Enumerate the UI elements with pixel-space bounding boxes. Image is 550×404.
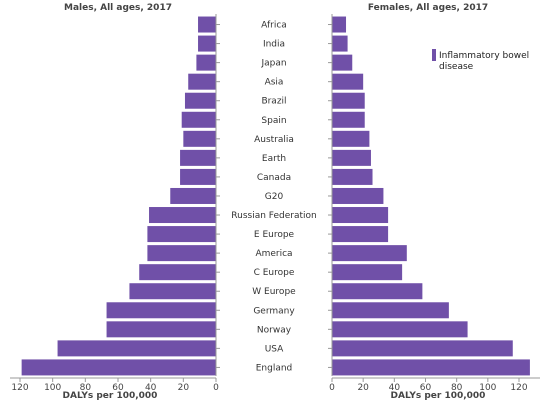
- legend-label: Inflammatory bowel disease: [439, 51, 532, 72]
- left-x-tick-label: 80: [80, 383, 92, 393]
- category-label: Canada: [257, 173, 291, 183]
- right-x-tick-label: 120: [510, 383, 527, 393]
- left-bars: [21, 16, 217, 376]
- left-bar-africa: [198, 16, 216, 33]
- left-bar-canada: [180, 168, 216, 185]
- right-bar-asia: [332, 73, 364, 90]
- left-x-tick-label: 20: [178, 383, 190, 393]
- right-bar-e-europe: [332, 226, 389, 243]
- left-x-tick-label: 40: [145, 383, 157, 393]
- right-panel-title: Females, All ages, 2017: [368, 3, 488, 13]
- left-x-axis-title: DALYs per 100,000: [63, 391, 158, 401]
- category-label: Norway: [257, 325, 292, 335]
- category-label: America: [255, 249, 292, 259]
- category-label: Spain: [261, 116, 286, 126]
- left-x-tick-label: 100: [44, 383, 61, 393]
- legend: Inflammatory bowel disease: [432, 49, 532, 72]
- right-x-tick-label: 60: [420, 383, 432, 393]
- category-label: E Europe: [254, 230, 295, 240]
- left-x-tick-label: 0: [213, 383, 219, 393]
- right-bar-russian-federation: [332, 207, 389, 224]
- category-label: Russian Federation: [231, 211, 316, 221]
- right-bar-germany: [332, 302, 449, 319]
- right-bar-brazil: [332, 92, 365, 109]
- category-label: G20: [265, 192, 284, 202]
- right-x-axis: 0 20 40 60 80 100 120: [329, 377, 540, 393]
- left-x-tick-label: 120: [11, 383, 28, 393]
- left-bar-e-europe: [147, 226, 216, 243]
- left-bar-america: [147, 245, 216, 262]
- right-bar-spain: [332, 111, 365, 128]
- right-x-axis-title: DALYs per 100,000: [391, 391, 486, 401]
- right-x-tick-label: 0: [329, 383, 335, 393]
- right-bar-india: [332, 35, 348, 52]
- right-x-tick-label: 40: [389, 383, 401, 393]
- left-bar-india: [198, 35, 216, 52]
- category-label: USA: [265, 344, 284, 354]
- category-label: Earth: [262, 154, 286, 164]
- left-bar-g20: [170, 187, 216, 204]
- category-label: England: [256, 363, 293, 373]
- right-x-tick-label: 20: [357, 383, 369, 393]
- legend-swatch: [432, 49, 436, 61]
- left-bar-england: [21, 359, 217, 376]
- right-bar-g20: [332, 187, 384, 204]
- left-bar-earth: [180, 149, 216, 166]
- category-label: India: [263, 40, 285, 50]
- right-bar-america: [332, 245, 407, 262]
- right-bar-w-europe: [332, 283, 423, 300]
- right-bar-japan: [332, 54, 353, 71]
- left-bar-asia: [188, 73, 216, 90]
- left-bar-russian-federation: [149, 207, 216, 224]
- right-bar-australia: [332, 130, 370, 147]
- left-x-tick-label: 60: [112, 383, 124, 393]
- left-bar-norway: [106, 321, 216, 338]
- right-x-tick-label: 100: [479, 383, 496, 393]
- right-bar-usa: [332, 340, 513, 357]
- category-label: C Europe: [254, 268, 295, 278]
- category-label: Japan: [260, 59, 286, 69]
- category-label: Africa: [261, 21, 287, 31]
- right-bar-earth: [332, 149, 371, 166]
- category-labels: Africa India Japan Asia Brazil Spain Australia…: [216, 21, 332, 373]
- left-x-axis: 0 20 40 60 80 100 120: [10, 377, 219, 393]
- right-x-tick-label: 80: [451, 383, 463, 393]
- left-bar-spain: [181, 111, 216, 128]
- right-bar-canada: [332, 168, 373, 185]
- category-label: Germany: [253, 306, 295, 316]
- left-bar-usa: [57, 340, 216, 357]
- right-bar-africa: [332, 16, 347, 33]
- right-bar-england: [332, 359, 530, 376]
- category-label: Brazil: [261, 97, 286, 107]
- right-bar-norway: [332, 321, 468, 338]
- left-panel-title: Males, All ages, 2017: [64, 3, 172, 13]
- category-label: W Europe: [252, 287, 296, 297]
- category-label: Australia: [254, 135, 294, 145]
- left-bar-w-europe: [129, 283, 216, 300]
- left-bar-australia: [183, 130, 216, 147]
- category-label: Asia: [265, 78, 284, 88]
- right-bars: [332, 16, 530, 376]
- left-bar-brazil: [184, 92, 216, 109]
- right-bar-c-europe: [332, 264, 403, 281]
- left-bar-c-europe: [139, 264, 216, 281]
- left-bar-japan: [196, 54, 216, 71]
- left-bar-germany: [106, 302, 216, 319]
